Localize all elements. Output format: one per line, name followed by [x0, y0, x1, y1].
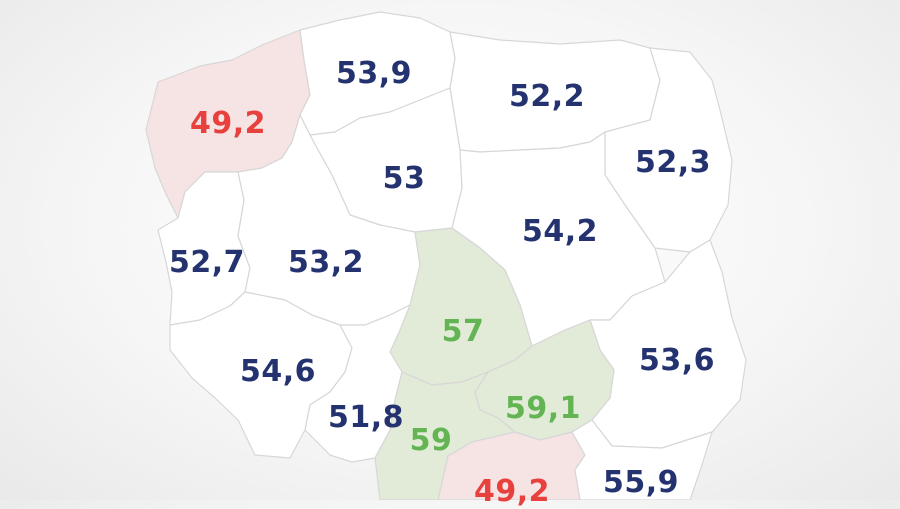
region-value-slaskie: 59 [409, 423, 453, 458]
region-value-mazowieckie: 54,2 [521, 214, 599, 249]
region-value-zachodniopomorskie: 49,2 [189, 106, 267, 141]
region-value-lubelskie: 53,6 [638, 343, 716, 378]
region-value-warminsko-mazurskie: 52,2 [508, 79, 586, 114]
region-value-lubuskie: 52,7 [168, 245, 246, 280]
region-value-lodzkie: 57 [441, 314, 485, 349]
region-value-pomorskie: 53,9 [335, 56, 413, 91]
region-value-podlaskie: 52,3 [634, 145, 712, 180]
region-podkarpackie[interactable] [571, 419, 713, 500]
region-value-swietokrzyskie: 59,1 [504, 391, 582, 426]
region-value-podkarpackie: 55,9 [602, 465, 680, 500]
region-value-malopolskie: 49,2 [473, 474, 551, 509]
region-value-kujawsko-pomorskie: 53 [382, 161, 426, 196]
region-value-dolnoslaskie: 54,6 [239, 354, 317, 389]
region-value-opolskie: 51,8 [327, 400, 405, 435]
region-value-wielkopolskie: 53,2 [287, 245, 365, 280]
